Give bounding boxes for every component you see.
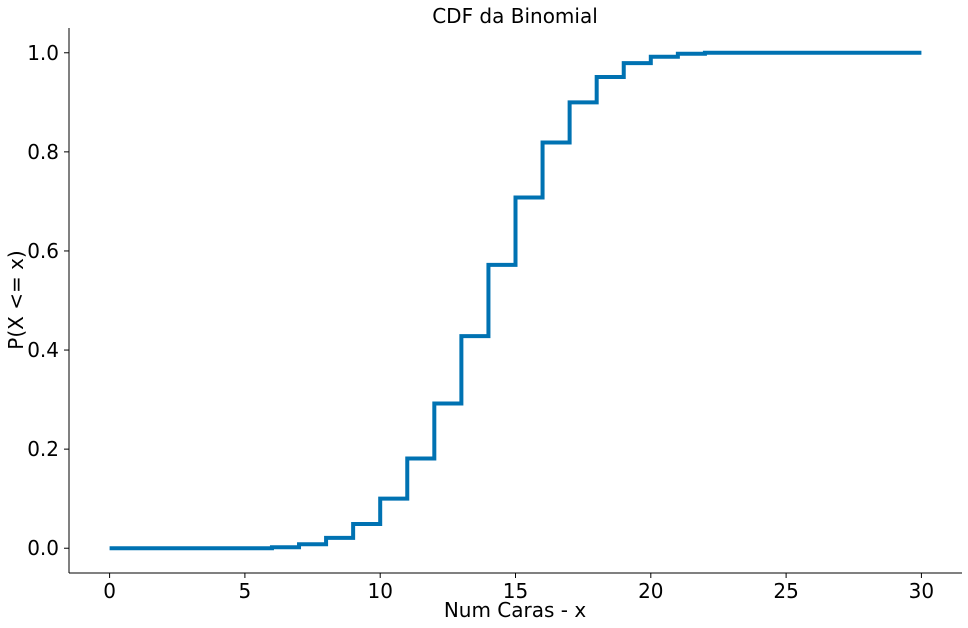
y-tick-label: 1.0: [27, 41, 59, 65]
x-tick-label: 5: [239, 579, 252, 603]
y-ticks: 0.0 0.2 0.4 0.6 0.8 1.0: [27, 41, 69, 560]
x-axis-label: Num Caras - x: [444, 598, 587, 622]
plot-area: 0 5 10 15 20 25 30 0.0 0.2 0.4 0.6 0.8 1.0: [27, 28, 962, 603]
x-ticks: 0 5 10 15 20 25 30: [103, 573, 934, 603]
x-tick-label: 20: [638, 579, 663, 603]
y-axis-label: P(X <= x): [4, 250, 28, 349]
y-tick-label: 0.6: [27, 239, 59, 263]
x-tick-label: 30: [909, 579, 934, 603]
y-tick-label: 0.0: [27, 536, 59, 560]
y-tick-label: 0.2: [27, 437, 59, 461]
x-tick-label: 0: [103, 579, 116, 603]
y-tick-label: 0.4: [27, 338, 59, 362]
y-tick-label: 0.8: [27, 140, 59, 164]
x-tick-label: 25: [773, 579, 798, 603]
chart-title: CDF da Binomial: [432, 4, 598, 28]
cdf-step-line: [109, 50, 922, 551]
x-tick-label: 15: [503, 579, 528, 603]
x-tick-label: 10: [367, 579, 392, 603]
